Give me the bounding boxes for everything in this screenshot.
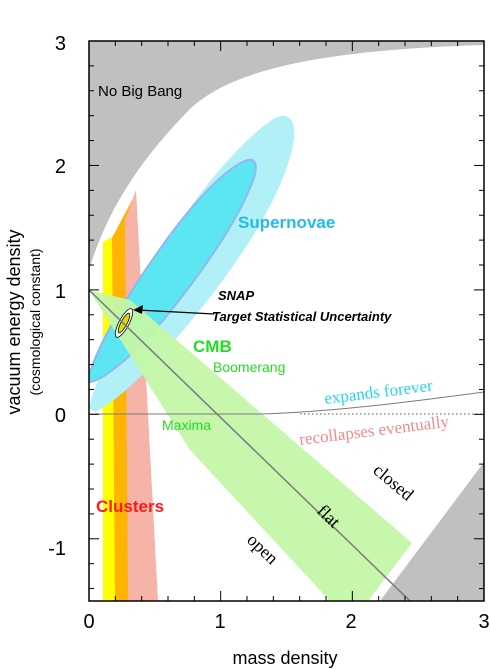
maxima-label: Maxima: [162, 417, 211, 433]
supernovae-label: Supernovae: [238, 213, 335, 232]
no-big-bang-label: No Big Bang: [98, 83, 182, 100]
y-axis-label: vacuum energy density: [4, 229, 24, 414]
x-tick-label: 1: [214, 611, 225, 633]
snap-arrow: [137, 309, 215, 315]
y-tick-label: 3: [55, 33, 66, 55]
y-axis-sublabel: (cosmological constant): [27, 248, 43, 395]
x-tick-label: 2: [345, 611, 356, 633]
snap-arrowhead: [133, 305, 143, 314]
snap-label: SNAP: [218, 288, 254, 303]
boomerang-label: Boomerang: [213, 359, 285, 375]
clusters-pink-band: [125, 190, 158, 601]
x-tick-label: 0: [83, 611, 94, 633]
plot-frame: [88, 40, 485, 602]
expands-boundary-line: [89, 391, 484, 415]
closed-corner-region: [380, 462, 484, 601]
y-tick-label: 1: [55, 281, 66, 303]
y-tick-label: -1: [48, 538, 66, 560]
x-axis-label: mass density: [232, 648, 337, 668]
y-tick-label: 2: [55, 156, 66, 178]
expands-forever-label: expands forever: [323, 376, 434, 408]
y-tick-label: 0: [55, 405, 66, 427]
plot-regions: [89, 41, 484, 601]
flat-line: [89, 289, 411, 601]
tick-marks: [88, 40, 485, 601]
x-tick-label: 3: [478, 611, 489, 633]
cmb-label: CMB: [193, 337, 232, 356]
recollapses-eventually-label: recollapses eventually: [298, 412, 450, 449]
clusters-label: Clusters: [96, 497, 164, 516]
no-big-bang-region: [89, 41, 484, 270]
snap-uncertainty-label: Target Statistical Uncertainty: [212, 309, 392, 324]
closed-label: closed: [369, 460, 417, 505]
